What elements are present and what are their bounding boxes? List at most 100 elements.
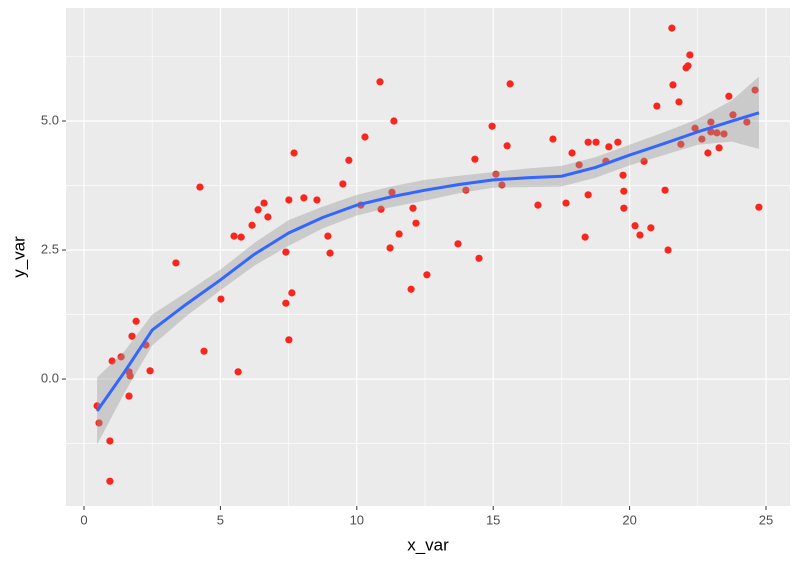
point	[471, 155, 479, 163]
point	[95, 419, 103, 427]
point	[686, 51, 694, 59]
point	[200, 347, 208, 355]
point	[503, 142, 511, 150]
point	[108, 357, 116, 365]
point	[729, 111, 737, 119]
point	[285, 196, 293, 204]
point	[475, 254, 483, 262]
point	[128, 332, 136, 340]
point	[412, 219, 420, 227]
point	[390, 117, 398, 125]
x-tick-label: 10	[350, 512, 364, 527]
point	[707, 118, 715, 126]
y-tick-label: 5.0	[41, 112, 59, 127]
point	[620, 204, 628, 212]
point	[562, 199, 570, 207]
point	[282, 248, 290, 256]
point	[234, 368, 242, 376]
point	[698, 135, 706, 143]
point	[488, 122, 496, 130]
x-tick-label: 5	[217, 512, 224, 527]
x-tick-label: 25	[759, 512, 773, 527]
x-tick-label: 0	[80, 512, 87, 527]
point	[592, 138, 600, 146]
point	[146, 367, 154, 375]
point	[324, 232, 332, 240]
point	[125, 392, 133, 400]
point	[691, 124, 699, 132]
point	[584, 138, 592, 146]
point	[669, 81, 677, 89]
point	[313, 196, 321, 204]
point	[725, 92, 733, 100]
point	[614, 138, 622, 146]
point	[498, 181, 506, 189]
point	[492, 170, 500, 178]
point	[684, 62, 692, 70]
point	[423, 271, 431, 279]
point	[285, 336, 293, 344]
y-axis-title: y_var	[9, 236, 28, 278]
point	[549, 135, 557, 143]
point	[290, 149, 298, 157]
point	[664, 246, 672, 254]
point	[668, 24, 676, 32]
point	[568, 149, 576, 157]
point	[230, 232, 238, 240]
point	[172, 259, 180, 267]
point	[126, 372, 134, 380]
point	[720, 130, 728, 138]
point	[377, 205, 385, 213]
point	[462, 186, 470, 194]
point	[106, 477, 114, 485]
point	[388, 188, 396, 196]
point	[675, 98, 683, 106]
point	[454, 240, 462, 248]
point	[376, 78, 384, 86]
point	[636, 231, 644, 239]
point	[339, 180, 347, 188]
point	[581, 233, 589, 241]
point	[395, 230, 403, 238]
point	[217, 295, 225, 303]
x-tick-label: 15	[486, 512, 500, 527]
point	[605, 143, 613, 151]
x-tick-label: 20	[622, 512, 636, 527]
point	[743, 118, 751, 126]
y-tick-label: 2.5	[41, 241, 59, 256]
point	[117, 353, 125, 361]
point	[237, 233, 245, 241]
point	[254, 206, 262, 214]
x-axis-title: x_var	[407, 535, 449, 554]
y-tick-label: 0.0	[41, 370, 59, 385]
point	[260, 199, 268, 207]
point	[361, 133, 369, 141]
point	[647, 224, 655, 232]
point	[196, 183, 204, 191]
point	[704, 149, 712, 157]
point	[620, 187, 628, 195]
point	[584, 191, 592, 199]
point	[631, 222, 639, 230]
point	[106, 437, 114, 445]
point	[653, 102, 661, 110]
point	[751, 86, 759, 94]
point	[326, 249, 334, 257]
panel	[66, 8, 790, 506]
point	[707, 128, 715, 136]
point	[248, 221, 256, 229]
point	[619, 171, 627, 179]
point	[300, 194, 308, 202]
point	[713, 129, 721, 137]
point	[715, 144, 723, 152]
point	[534, 201, 542, 209]
point	[288, 289, 296, 297]
point	[409, 204, 417, 212]
point	[755, 203, 763, 211]
point	[386, 244, 394, 252]
point	[282, 299, 290, 307]
point	[132, 317, 140, 325]
smooth-line	[95, 111, 760, 412]
point	[575, 161, 583, 169]
